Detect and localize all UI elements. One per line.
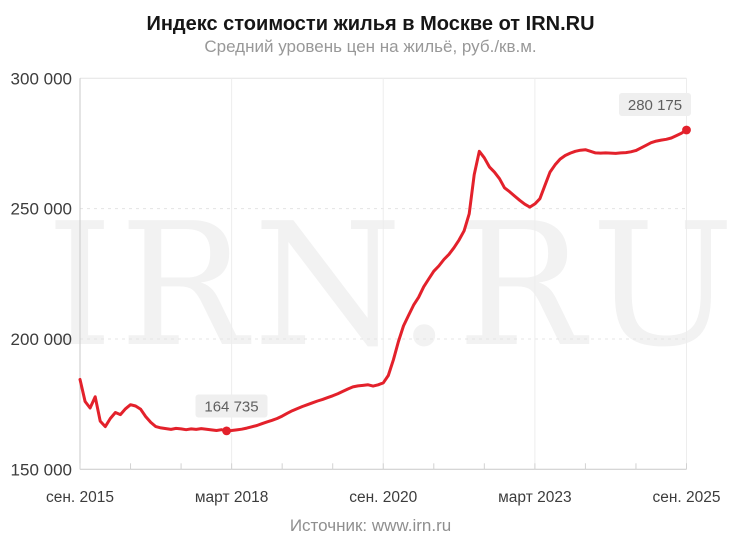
y-axis-label: 200 000	[11, 330, 72, 349]
last-value-label: 280 175	[628, 97, 682, 114]
chart-subtitle: Средний уровень цен на жильё, руб./кв.м.	[204, 37, 537, 56]
x-axis-label: сен. 2015	[46, 489, 114, 506]
min-value-label: 164 735	[204, 399, 258, 416]
y-axis-label: 300 000	[11, 69, 72, 88]
x-axis-label: март 2023	[498, 489, 571, 506]
last-point-marker	[682, 125, 691, 135]
price-line	[78, 128, 688, 433]
x-axis-label: сен. 2020	[349, 489, 417, 506]
source-caption: Источник: www.irn.ru	[289, 516, 452, 535]
y-axis-label: 250 000	[11, 200, 72, 219]
x-axis-label: сен. 2025	[652, 489, 720, 506]
chart-title: Индекс стоимости жилья в Москве от IRN.R…	[146, 13, 595, 35]
watermark-text: IRN.RU	[46, 187, 740, 385]
last-value-label-box	[619, 93, 691, 116]
x-axis-label: март 2018	[195, 489, 268, 506]
min-point-marker	[222, 426, 231, 436]
min-value-label-box	[195, 394, 268, 418]
y-axis-label: 150 000	[11, 460, 72, 479]
